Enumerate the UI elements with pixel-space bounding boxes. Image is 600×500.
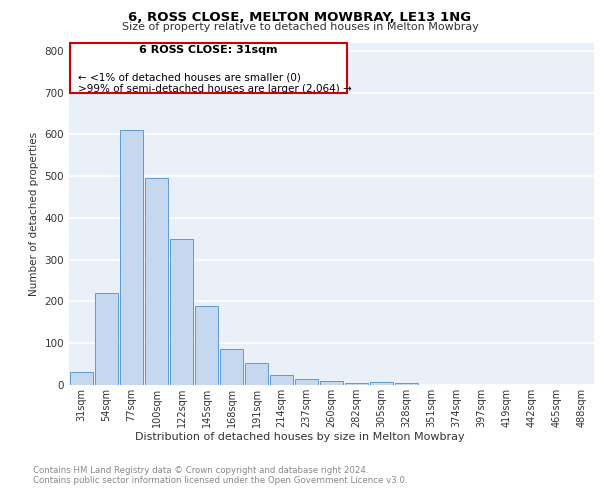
Bar xyxy=(220,350,243,385)
Y-axis label: Number of detached properties: Number of detached properties xyxy=(29,132,39,296)
Text: Contains public sector information licensed under the Open Government Licence v3: Contains public sector information licen… xyxy=(33,476,407,485)
Text: >99% of semi-detached houses are larger (2,064) →: >99% of semi-detached houses are larger … xyxy=(78,84,352,94)
Bar xyxy=(370,382,393,385)
Bar xyxy=(295,378,318,385)
Bar xyxy=(270,374,293,385)
Bar xyxy=(395,383,418,385)
Text: ← <1% of detached houses are smaller (0): ← <1% of detached houses are smaller (0) xyxy=(78,73,301,83)
Bar xyxy=(320,381,343,385)
Bar xyxy=(70,372,93,385)
Bar xyxy=(195,306,218,385)
FancyBboxPatch shape xyxy=(70,44,347,92)
Text: 6 ROSS CLOSE: 31sqm: 6 ROSS CLOSE: 31sqm xyxy=(139,44,278,54)
Bar xyxy=(95,293,118,385)
Text: 6, ROSS CLOSE, MELTON MOWBRAY, LE13 1NG: 6, ROSS CLOSE, MELTON MOWBRAY, LE13 1NG xyxy=(128,11,472,24)
Text: Contains HM Land Registry data © Crown copyright and database right 2024.: Contains HM Land Registry data © Crown c… xyxy=(33,466,368,475)
Text: Distribution of detached houses by size in Melton Mowbray: Distribution of detached houses by size … xyxy=(135,432,465,442)
Bar xyxy=(145,178,168,385)
Bar xyxy=(345,383,368,385)
Text: Size of property relative to detached houses in Melton Mowbray: Size of property relative to detached ho… xyxy=(122,22,478,32)
Bar xyxy=(120,130,143,385)
Bar xyxy=(170,239,193,385)
Bar xyxy=(245,364,268,385)
